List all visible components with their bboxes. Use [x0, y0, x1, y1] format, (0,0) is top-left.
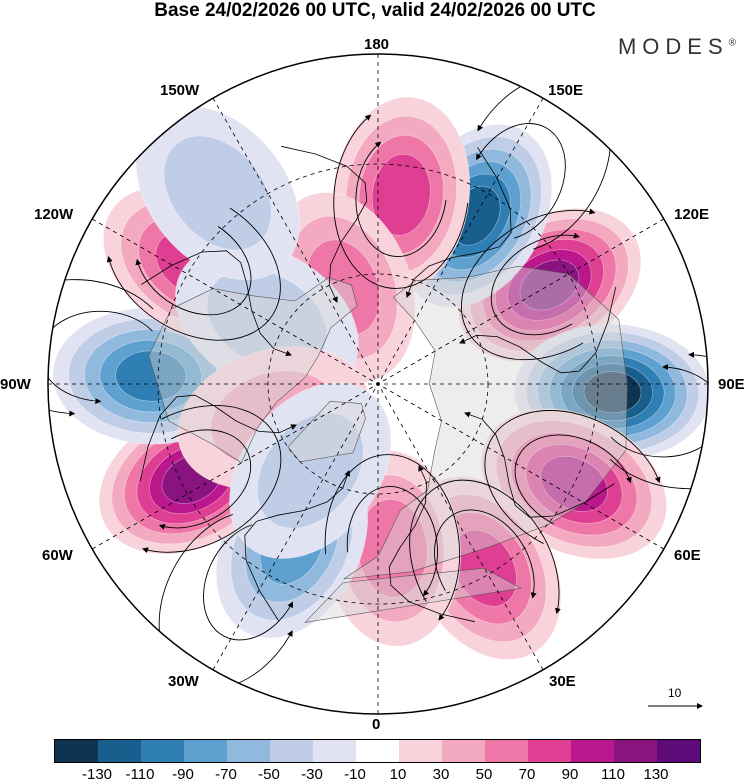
graticule [48, 54, 708, 714]
colorbar-tick-label: 130 [643, 766, 669, 783]
lon-label-150e: 150E [548, 82, 584, 99]
anomaly-contour [371, 153, 431, 236]
streamline [609, 351, 708, 490]
brand-text: MODES [617, 34, 729, 59]
colorbar-tick-label: 50 [475, 766, 493, 783]
streamline [388, 465, 475, 623]
streamline [405, 147, 512, 298]
map-boundary [47, 53, 709, 715]
streamline [142, 405, 282, 554]
colorbar-ticks: -130 -110 -90 -70 -50 -30 -10 10 30 50 70 90 110 130 [54, 766, 700, 783]
colorbar [54, 739, 701, 763]
colorbar-swatch [55, 740, 98, 762]
colorbar-swatch [184, 740, 227, 762]
streamline [244, 470, 351, 621]
lon-label-90e: 90E [718, 376, 745, 393]
lon-label-120e: 120E [674, 206, 710, 223]
streamline [48, 310, 153, 405]
streamline [158, 429, 252, 530]
map-title: Base 24/02/2026 00 UTC, valid 24/02/2026… [154, 0, 596, 21]
reference-vector: 10 [648, 686, 704, 716]
colorbar-tick-label: 30 [432, 766, 450, 783]
lon-label-120w: 120W [34, 206, 74, 223]
colorbar-tick-label: 110 [601, 766, 625, 783]
colorbar-tick-label: -110 [125, 766, 155, 783]
colorbar-swatch [98, 740, 141, 762]
lon-label-150w: 150W [160, 82, 200, 99]
colorbar-tick-label: -30 [301, 766, 323, 783]
streamline [135, 226, 252, 316]
colorbar-swatch [485, 740, 528, 762]
streamline [48, 279, 154, 417]
colorbar-tick-label: 90 [561, 766, 579, 783]
colorbar-swatch [528, 740, 571, 762]
colorbar-tick-label: -130 [81, 766, 113, 783]
streamline [610, 364, 708, 458]
reference-vector-value: 10 [668, 686, 682, 700]
colorbar-swatch [442, 740, 485, 762]
colorbar-swatch [571, 740, 614, 762]
colorbar-swatch [270, 740, 313, 762]
colorbar-tick-label: -90 [172, 766, 194, 783]
latitude-circle [157, 163, 599, 605]
lon-label-180: 180 [364, 36, 390, 53]
colorbar-tick-label: -70 [215, 766, 237, 783]
colorbar-swatch [141, 740, 184, 762]
colorbar-tick-label: -50 [258, 766, 280, 783]
streamline [333, 114, 469, 289]
north-america-land [148, 277, 358, 464]
colorbar-tick-label: 70 [518, 766, 536, 783]
streamline [346, 486, 438, 597]
wind-streamlines [48, 75, 708, 689]
streamline [490, 232, 580, 336]
streamline [476, 123, 566, 239]
streamline [203, 524, 293, 641]
anomaly-contour [115, 350, 187, 402]
anomaly-contour [163, 135, 272, 251]
colorbar-tick-label: -10 [344, 766, 366, 783]
streamline [460, 208, 596, 361]
meridian-line [212, 98, 544, 670]
lon-label-90w: 90W [0, 376, 31, 393]
streamline [484, 410, 661, 544]
streamline [464, 411, 615, 518]
streamline [355, 141, 447, 257]
anomaly-contour [540, 456, 608, 512]
streamline [459, 287, 617, 374]
modes-logo: MODES® [618, 34, 736, 60]
streamline [434, 509, 537, 599]
streamline [141, 250, 292, 357]
registered-mark: ® [728, 37, 736, 49]
streamline [106, 207, 281, 341]
streamline [409, 479, 561, 615]
colorbar-swatch [399, 740, 442, 762]
colorbar-swatch [614, 740, 657, 762]
north-africa-land [304, 567, 522, 623]
lon-label-60w: 60W [42, 547, 73, 564]
lon-label-60e: 60E [674, 547, 701, 564]
lon-label-30w: 30W [168, 673, 199, 690]
colorbar-swatch [227, 740, 270, 762]
lon-label-30e: 30E [549, 673, 576, 690]
colorbar-tick-label: 10 [389, 766, 407, 783]
streamline [139, 394, 297, 481]
lon-label-0: 0 [372, 716, 381, 733]
colorbar-swatch [313, 740, 356, 762]
greenland-land [287, 401, 366, 463]
colorbar-swatch [356, 740, 399, 762]
anomaly-center [229, 382, 392, 559]
streamline [324, 454, 461, 621]
streamline [281, 145, 368, 303]
anomaly-center [135, 105, 300, 281]
streamline [514, 434, 632, 525]
colorbar-swatch [657, 740, 700, 762]
